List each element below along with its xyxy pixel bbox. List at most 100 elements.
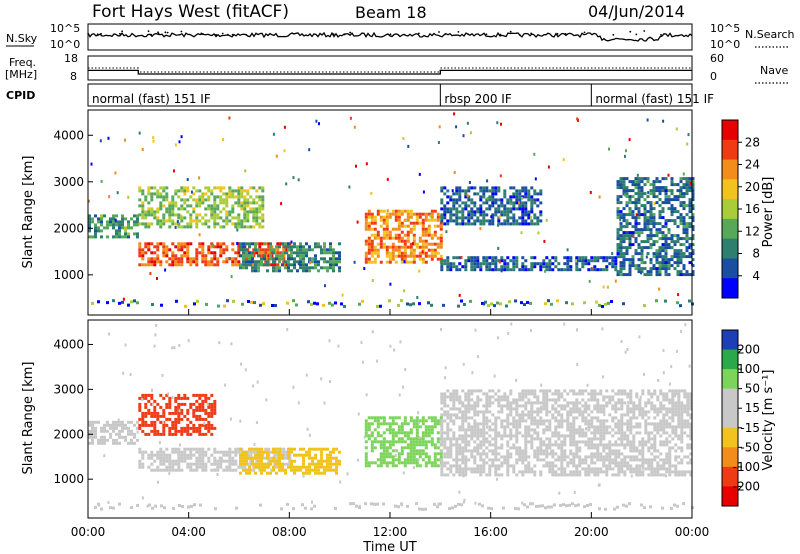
heatmap-cell <box>376 254 380 258</box>
heatmap-cell <box>524 440 528 444</box>
heatmap-cell <box>599 431 603 435</box>
y-tick-label: 3000 <box>53 175 84 189</box>
heatmap-cell <box>554 464 558 468</box>
heatmap-cell <box>524 213 528 217</box>
heatmap-cell <box>213 456 217 460</box>
heatmap-cell <box>503 398 507 402</box>
heatmap-cell <box>550 302 553 306</box>
colorbar-swatch <box>722 218 738 240</box>
heatmap-cell <box>500 464 504 468</box>
heatmap-cell <box>186 178 189 181</box>
heatmap-cell <box>458 401 462 405</box>
heatmap-cell <box>370 440 374 444</box>
heatmap-cell <box>527 413 531 417</box>
heatmap-cell <box>524 446 528 450</box>
heatmap-cell <box>650 404 654 408</box>
heatmap-cell <box>201 254 205 258</box>
heatmap-cell <box>458 410 462 414</box>
heatmap-cell <box>587 419 591 423</box>
heatmap-cell <box>506 262 510 266</box>
heatmap-cell <box>400 224 404 228</box>
nsearch-point <box>332 33 335 36</box>
heatmap-cell <box>440 473 444 477</box>
heatmap-cell <box>177 411 181 415</box>
heatmap-cell <box>623 431 627 435</box>
heatmap-cell <box>168 426 172 430</box>
heatmap-cell <box>581 404 585 408</box>
heatmap-cell <box>521 210 525 214</box>
heatmap-cell <box>584 410 588 414</box>
heatmap-cell <box>486 179 489 183</box>
heatmap-cell <box>228 468 232 472</box>
heatmap-cell <box>643 198 647 202</box>
heatmap-cell <box>287 465 290 469</box>
heatmap-cell <box>180 417 184 421</box>
heatmap-cell <box>452 395 456 399</box>
heatmap-cell <box>326 251 329 255</box>
heatmap-cell <box>242 257 245 261</box>
heatmap-cell <box>114 171 117 175</box>
heatmap-cell <box>376 422 380 426</box>
heatmap-cell <box>189 257 193 261</box>
heatmap-cell <box>611 434 615 438</box>
heatmap-cell <box>590 425 594 429</box>
heatmap-cell <box>180 432 184 436</box>
heatmap-cell <box>436 440 440 444</box>
heatmap-cell <box>551 449 555 453</box>
heatmap-cell <box>225 192 229 196</box>
heatmap-cell <box>646 240 650 244</box>
heatmap-cell <box>464 434 468 438</box>
heatmap-cell <box>584 434 588 438</box>
heatmap-cell <box>616 231 620 235</box>
heatmap-cell <box>287 245 290 249</box>
heatmap-cell <box>673 207 677 211</box>
heatmap-cell <box>622 180 626 184</box>
heatmap-cell <box>379 422 383 426</box>
heatmap-cell <box>394 260 398 264</box>
heatmap-cell <box>257 456 260 460</box>
heatmap-cell <box>587 455 591 459</box>
heatmap-cell <box>249 462 253 466</box>
nsearch-point <box>150 33 153 36</box>
heatmap-cell <box>653 392 657 396</box>
heatmap-cell <box>228 456 232 460</box>
heatmap-cell <box>213 251 217 255</box>
heatmap-cell <box>216 222 220 226</box>
heatmap-cell <box>494 259 498 263</box>
heatmap-cell <box>394 416 398 420</box>
heatmap-cell <box>112 217 115 221</box>
heatmap-cell <box>276 456 280 460</box>
heatmap-cell <box>278 254 281 258</box>
heatmap-cell <box>276 251 280 255</box>
heatmap-cell <box>464 395 468 399</box>
heatmap-cell <box>658 246 662 250</box>
heatmap-cell <box>412 452 416 456</box>
heatmap-cell <box>529 301 532 305</box>
heatmap-cell <box>476 470 480 474</box>
heatmap-cell <box>323 468 326 472</box>
heatmap-cell <box>691 216 695 220</box>
heatmap-cell <box>665 440 669 444</box>
heatmap-cell <box>138 465 142 469</box>
heatmap-cell <box>272 459 275 463</box>
heatmap-cell <box>280 202 283 206</box>
heatmap-cell <box>284 260 287 264</box>
heatmap-cell <box>572 419 576 423</box>
heatmap-cell <box>560 440 564 444</box>
heatmap-cell <box>665 419 669 423</box>
heatmap-cell <box>284 242 287 246</box>
heatmap-cell <box>596 392 600 396</box>
heatmap-cell <box>632 455 636 459</box>
heatmap-cell <box>226 299 229 303</box>
heatmap-cell <box>622 183 626 187</box>
heatmap-cell <box>201 399 205 403</box>
cpid-segments: normal (fast) 151 IF rbsp 200 IF normal (f… <box>92 84 714 106</box>
heatmap-cell <box>204 219 208 223</box>
heatmap-cell <box>584 389 588 393</box>
heatmap-cell <box>324 284 326 288</box>
heatmap-cell <box>436 218 440 222</box>
heatmap-cell <box>109 217 112 221</box>
heatmap-cell <box>183 251 187 255</box>
heatmap-cell <box>638 431 642 435</box>
heatmap-cell <box>527 195 531 199</box>
